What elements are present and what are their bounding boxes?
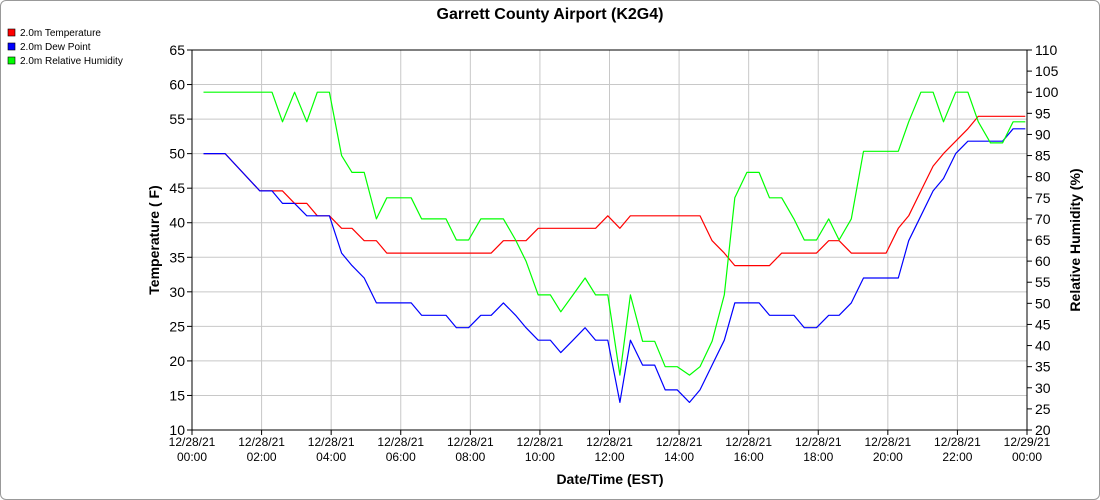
y-right-tick-label: 110 bbox=[1035, 42, 1058, 58]
y-right-tick-label: 55 bbox=[1035, 274, 1051, 290]
y-right-tick-label: 65 bbox=[1035, 232, 1051, 248]
y-left-tick-label: 45 bbox=[169, 180, 185, 196]
y-right-tick-label: 20 bbox=[1035, 422, 1051, 438]
x-tick-label-date: 12/29/21 bbox=[1004, 435, 1051, 449]
y-left-tick-label: 25 bbox=[169, 318, 185, 334]
y-left-tick-label: 10 bbox=[169, 422, 185, 438]
x-tick-label-time: 20:00 bbox=[873, 450, 903, 464]
x-tick-label-time: 10:00 bbox=[525, 450, 555, 464]
series-lines bbox=[203, 91, 1026, 403]
x-tick-label-time: 22:00 bbox=[942, 450, 972, 464]
x-tick-label-date: 12/28/21 bbox=[169, 435, 216, 449]
y-right-tick-label: 25 bbox=[1035, 401, 1051, 417]
y-left-tick-label: 50 bbox=[169, 146, 185, 162]
y-axis-right-ticks: 20 25 30 35 40 45 50 55 60 65 70 75 80 85 90 95 100 105 11… bbox=[1027, 42, 1059, 438]
legend-label: 2.0m Temperature bbox=[20, 28, 101, 39]
x-tick-label-time: 06:00 bbox=[386, 450, 416, 464]
y-axis-left-label: Temperature ( F) bbox=[146, 185, 162, 294]
x-tick-label-time: 00:00 bbox=[1012, 450, 1042, 464]
x-tick-label-time: 12:00 bbox=[594, 450, 624, 464]
series-line-2-0m-dew-point bbox=[203, 128, 1026, 403]
x-tick-label-date: 12/28/21 bbox=[377, 435, 424, 449]
y-left-tick-label: 65 bbox=[169, 42, 185, 58]
y-right-tick-label: 105 bbox=[1035, 63, 1059, 79]
x-tick-label-date: 12/28/21 bbox=[517, 435, 564, 449]
grid bbox=[191, 49, 1028, 431]
y-right-tick-label: 45 bbox=[1035, 316, 1051, 332]
y-right-tick-label: 35 bbox=[1035, 359, 1051, 375]
y-axis-left-ticks: 10 15 20 25 30 35 40 45 50 55 60 65 bbox=[169, 42, 192, 438]
x-tick-label-date: 12/28/21 bbox=[656, 435, 703, 449]
x-tick-label-date: 12/28/21 bbox=[308, 435, 355, 449]
y-left-tick-label: 30 bbox=[169, 284, 185, 300]
x-tick-label-date: 12/28/21 bbox=[238, 435, 285, 449]
legend-swatch bbox=[7, 56, 16, 65]
x-tick-label-time: 16:00 bbox=[734, 450, 764, 464]
y-right-tick-label: 80 bbox=[1035, 169, 1051, 185]
y-right-tick-label: 40 bbox=[1035, 338, 1051, 354]
x-tick-label-time: 14:00 bbox=[664, 450, 694, 464]
y-left-tick-label: 15 bbox=[169, 387, 185, 403]
series-line-2-0m-temperature bbox=[203, 115, 1026, 267]
y-left-tick-label: 55 bbox=[169, 111, 185, 127]
x-tick-label-time: 18:00 bbox=[803, 450, 833, 464]
x-tick-label-time: 00:00 bbox=[177, 450, 207, 464]
x-tick-label-date: 12/28/21 bbox=[795, 435, 842, 449]
x-tick-label-time: 08:00 bbox=[455, 450, 485, 464]
legend: 2.0m Temperature 2.0m Dew Point 2.0m Relat… bbox=[7, 28, 123, 67]
y-right-tick-label: 85 bbox=[1035, 148, 1051, 164]
x-tick-label-time: 04:00 bbox=[316, 450, 346, 464]
legend-label: 2.0m Dew Point bbox=[20, 42, 91, 53]
y-axis-right-label: Relative Humidity (%) bbox=[1067, 168, 1083, 311]
y-left-tick-label: 35 bbox=[169, 249, 185, 265]
x-tick-label-date: 12/28/21 bbox=[725, 435, 772, 449]
chart-title: Garrett County Airport (K2G4) bbox=[437, 6, 664, 23]
series-line-2-0m-relative-humidity bbox=[203, 91, 1026, 376]
y-right-tick-label: 50 bbox=[1035, 295, 1051, 311]
x-axis-label: Date/Time (EST) bbox=[556, 471, 663, 487]
y-right-tick-label: 75 bbox=[1035, 190, 1051, 206]
y-right-tick-label: 100 bbox=[1035, 84, 1059, 100]
x-tick-label-date: 12/28/21 bbox=[447, 435, 494, 449]
y-left-tick-label: 40 bbox=[169, 215, 185, 231]
y-right-tick-label: 30 bbox=[1035, 380, 1051, 396]
y-right-tick-label: 60 bbox=[1035, 253, 1051, 269]
x-tick-label-date: 12/28/21 bbox=[934, 435, 981, 449]
x-tick-label-date: 12/28/21 bbox=[586, 435, 633, 449]
x-tick-label-date: 12/28/21 bbox=[864, 435, 911, 449]
x-axis-ticks: 12/28/2100:0012/28/2102:0012/28/2104:001… bbox=[169, 430, 1051, 464]
x-tick-label-time: 02:00 bbox=[247, 450, 277, 464]
y-right-tick-label: 90 bbox=[1035, 126, 1051, 142]
y-left-tick-label: 20 bbox=[169, 353, 185, 369]
legend-swatch bbox=[7, 42, 16, 51]
y-right-tick-label: 70 bbox=[1035, 211, 1051, 227]
legend-label: 2.0m Relative Humidity bbox=[20, 56, 123, 67]
y-left-tick-label: 60 bbox=[169, 77, 185, 93]
legend-swatch bbox=[7, 28, 16, 37]
y-right-tick-label: 95 bbox=[1035, 105, 1051, 121]
